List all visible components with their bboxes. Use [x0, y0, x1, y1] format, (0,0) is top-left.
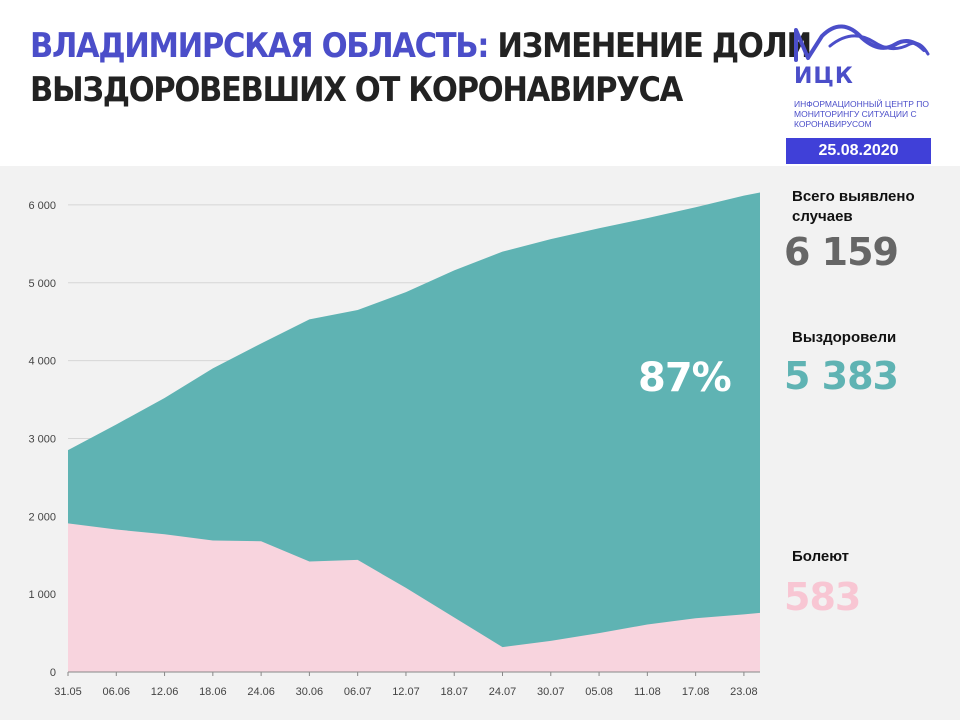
x-tick-label: 18.06: [199, 686, 227, 698]
x-tick-label: 24.07: [489, 686, 517, 698]
y-tick-label: 1 000: [28, 589, 56, 601]
logo-name: ИЦК: [794, 64, 854, 89]
x-tick-label: 30.06: [296, 686, 324, 698]
total-label: Всего выявлено случаев: [792, 188, 915, 225]
x-tick-label: 12.07: [392, 686, 420, 698]
title-topic-line2: ВЫЗДОРОВЕВШИХ ОТ КОРОНАВИРУСА: [30, 70, 683, 110]
y-tick-label: 6 000: [28, 200, 56, 212]
x-tick-label: 11.08: [634, 686, 661, 698]
logo-subtitle: ИНФОРМАЦИОННЫЙ ЦЕНТР ПО МОНИТОРИНГУ СИТУ…: [794, 99, 929, 129]
logo-mountain-icon: [794, 24, 930, 62]
x-tick-label: 31.05: [54, 686, 82, 698]
title-topic-line1: ИЗМЕНЕНИЕ ДОЛИ: [497, 26, 812, 66]
page-title: ВЛАДИМИРСКАЯ ОБЛАСТЬ: ИЗМЕНЕНИЕ ДОЛИ ВЫЗ…: [30, 24, 812, 112]
x-tick-label: 24.06: [247, 686, 275, 698]
recovered-value: 5 383: [784, 354, 899, 398]
x-tick-label: 12.06: [151, 686, 179, 698]
series-area-active: [68, 523, 760, 672]
recovered-label: Выздоровели: [792, 329, 897, 346]
y-tick-label: 0: [50, 667, 56, 679]
sick-label: Болеют: [792, 548, 850, 565]
y-tick-label: 5 000: [28, 278, 56, 290]
y-tick-label: 4 000: [28, 356, 56, 368]
x-tick-label: 05.08: [585, 686, 613, 698]
y-tick-label: 2 000: [28, 511, 56, 523]
area-chart: 0 1 000 2 000 3 000 4 000 5 000 6 000 31.05 06.0…: [28, 192, 760, 698]
sick-value: 583: [784, 575, 861, 619]
x-tick-label: 17.08: [682, 686, 710, 698]
chart-panel: 0 1 000 2 000 3 000 4 000 5 000 6 000 31.05 06.0…: [0, 166, 960, 720]
x-tick-label: 23.08: [730, 686, 758, 698]
title-region: ВЛАДИМИРСКАЯ ОБЛАСТЬ:: [30, 26, 489, 66]
header: ВЛАДИМИРСКАЯ ОБЛАСТЬ: ИЗМЕНЕНИЕ ДОЛИ ВЫЗ…: [0, 0, 960, 166]
logo: ИЦК ИНФОРМАЦИОННЫЙ ЦЕНТР ПО МОНИТОРИНГУ …: [792, 20, 942, 129]
y-tick-label: 3 000: [28, 433, 56, 445]
date-badge: 25.08.2020: [786, 138, 931, 164]
x-tick-label: 06.07: [344, 686, 372, 698]
x-tick-label: 06.06: [103, 686, 131, 698]
x-tick-label: 30.07: [537, 686, 565, 698]
recovered-share: 87%: [638, 355, 732, 401]
x-tick-label: 18.07: [440, 686, 468, 698]
total-value: 6 159: [784, 230, 899, 274]
